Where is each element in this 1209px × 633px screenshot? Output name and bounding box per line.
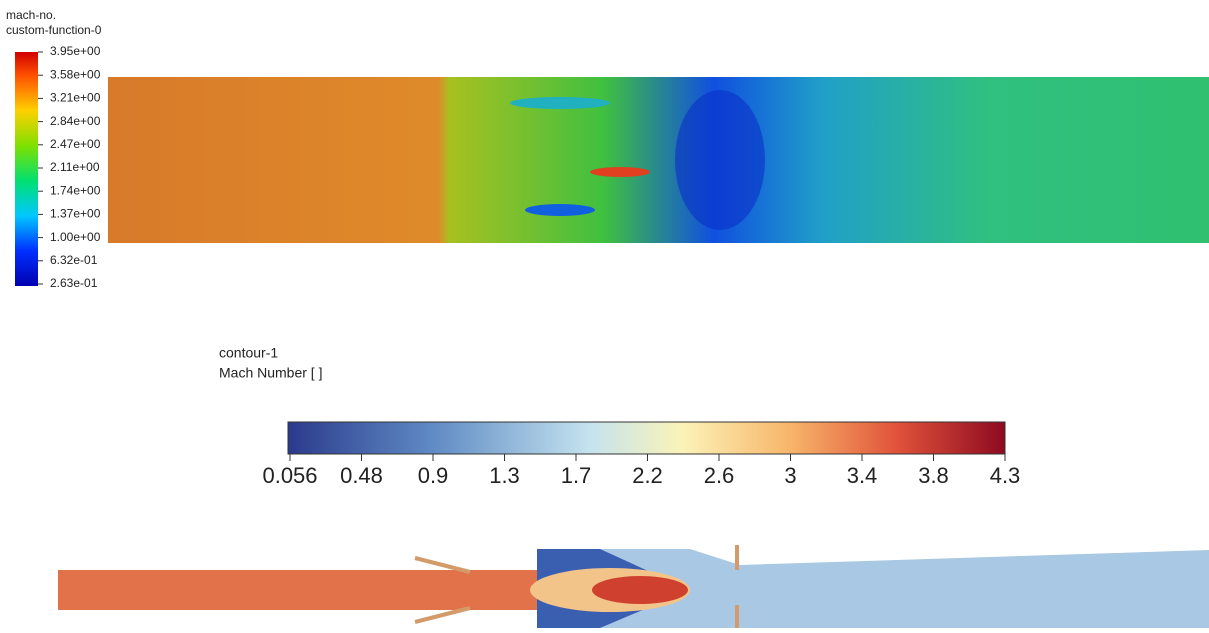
legend-title: mach-no. — [6, 8, 56, 22]
colorbar — [288, 422, 1005, 454]
bottom-legend: contour-1 Mach Number [ ] 0.056 0.48 0.9 1.… — [219, 345, 1020, 488]
colorbar-label: 2.6 — [704, 463, 735, 488]
colorbar-label: 4.3 — [990, 463, 1021, 488]
colorbar-label: 2.2 — [632, 463, 663, 488]
colorbar-label: 1.74e+00 — [50, 183, 101, 197]
colorbar-label: 3.95e+00 — [50, 44, 101, 58]
top-legend: mach-no. custom-function-0 3.95e+00 3.58e… — [6, 8, 102, 290]
injector — [415, 558, 470, 572]
flow-feature — [525, 204, 595, 216]
colorbar-label: 3.4 — [847, 463, 878, 488]
colorbar-label: 2.11e+00 — [50, 160, 100, 174]
colorbar — [15, 52, 38, 286]
flow-feature — [510, 97, 610, 109]
colorbar-labels: 3.95e+00 3.58e+00 3.21e+00 2.84e+00 2.47e+00… — [38, 44, 101, 290]
colorbar-label: 2.84e+00 — [50, 114, 101, 128]
colorbar-label: 2.47e+00 — [50, 137, 101, 151]
inlet-pipe — [58, 570, 540, 610]
bottom-contour — [58, 545, 1209, 628]
legend-subtitle: Mach Number [ ] — [219, 365, 322, 381]
top-contour — [108, 77, 1209, 243]
flow-feature — [592, 576, 688, 604]
colorbar-label: 1.3 — [489, 463, 520, 488]
colorbar-label: 0.9 — [418, 463, 449, 488]
flow-feature — [675, 90, 765, 230]
colorbar-label: 1.00e+00 — [50, 230, 101, 244]
colorbar-label: 3.8 — [918, 463, 949, 488]
flow-feature — [590, 167, 650, 177]
cfd-screenshot: mach-no. custom-function-0 3.95e+00 3.58e… — [0, 0, 1209, 628]
colorbar-label: 6.32e-01 — [50, 253, 98, 267]
colorbar-label: 3 — [784, 463, 796, 488]
legend-title: contour-1 — [219, 345, 278, 361]
contour-field — [108, 77, 1209, 243]
colorbar-label: 3.58e+00 — [50, 67, 101, 81]
legend-title: custom-function-0 — [6, 23, 102, 37]
colorbar-label: 3.21e+00 — [50, 91, 101, 105]
colorbar-labels: 0.056 0.48 0.9 1.3 1.7 2.2 2.6 3 3.4 3.8 4.3 — [262, 454, 1020, 488]
colorbar-label: 2.63e-01 — [50, 276, 98, 290]
colorbar-label: 1.37e+00 — [50, 207, 101, 221]
colorbar-label: 0.48 — [340, 463, 383, 488]
injector — [415, 608, 470, 622]
colorbar-label: 0.056 — [262, 463, 317, 488]
colorbar-label: 1.7 — [561, 463, 592, 488]
